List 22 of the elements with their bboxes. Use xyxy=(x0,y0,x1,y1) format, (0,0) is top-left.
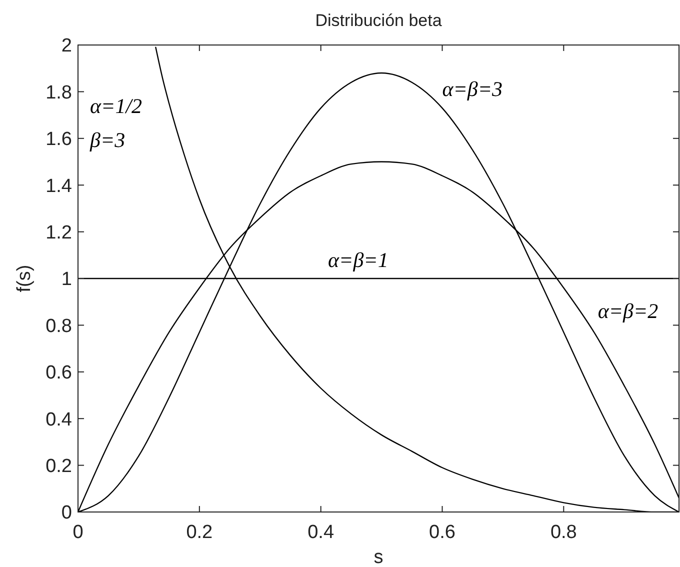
y-tick-label: 1.4 xyxy=(46,176,72,197)
y-axis-title: f(s) xyxy=(14,264,35,292)
x-tick-label: 0.6 xyxy=(429,522,456,543)
y-tick-label: 1 xyxy=(61,269,72,290)
y-tick-label: 2 xyxy=(61,36,72,57)
y-tick-label: 0.6 xyxy=(46,362,72,384)
series-label: α=β=3 xyxy=(442,76,503,101)
chart-title: Distribución beta xyxy=(315,11,442,30)
x-tick-label: 0.2 xyxy=(186,522,213,543)
series-label: α=β=1 xyxy=(328,248,388,272)
y-tick-label: 1.2 xyxy=(46,222,72,244)
y-tick-label: 0 xyxy=(61,502,72,524)
series-label: α=β=2 xyxy=(598,299,659,324)
y-tick-label: 0.8 xyxy=(46,316,72,337)
x-tick-label: 0.8 xyxy=(550,522,577,543)
y-tick-label: 0.4 xyxy=(46,409,72,430)
y-tick-label: 1.8 xyxy=(46,82,72,104)
y-tick-label: 0.2 xyxy=(46,456,72,477)
x-axis-title: s xyxy=(374,547,384,567)
series-label: α=1/2 β=3 xyxy=(89,94,143,152)
x-tick-label: 0.4 xyxy=(308,522,334,543)
y-tick-label: 1.6 xyxy=(46,129,72,150)
